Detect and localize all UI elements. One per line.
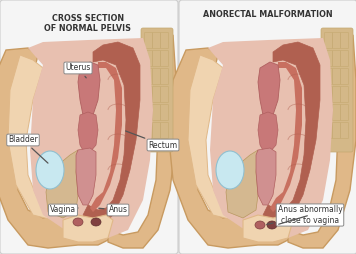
Ellipse shape: [267, 221, 277, 229]
Text: Rectum: Rectum: [126, 131, 178, 150]
Ellipse shape: [36, 151, 64, 189]
FancyBboxPatch shape: [145, 51, 152, 67]
Text: ANORECTAL MALFORMATION: ANORECTAL MALFORMATION: [203, 10, 333, 19]
FancyBboxPatch shape: [145, 69, 152, 85]
FancyBboxPatch shape: [325, 87, 333, 103]
Polygon shape: [63, 215, 113, 242]
FancyBboxPatch shape: [333, 122, 340, 138]
Polygon shape: [263, 42, 320, 228]
FancyBboxPatch shape: [325, 122, 333, 138]
FancyBboxPatch shape: [333, 69, 340, 85]
Polygon shape: [168, 48, 288, 248]
FancyBboxPatch shape: [340, 87, 349, 103]
Polygon shape: [258, 62, 280, 120]
Polygon shape: [46, 150, 78, 218]
FancyBboxPatch shape: [325, 51, 333, 67]
FancyBboxPatch shape: [145, 33, 152, 49]
Text: Vagina: Vagina: [50, 205, 78, 214]
FancyBboxPatch shape: [161, 87, 168, 103]
FancyBboxPatch shape: [152, 51, 161, 67]
FancyBboxPatch shape: [325, 69, 333, 85]
Polygon shape: [90, 62, 122, 212]
Polygon shape: [8, 55, 98, 220]
Polygon shape: [28, 38, 153, 238]
FancyBboxPatch shape: [333, 87, 340, 103]
FancyBboxPatch shape: [340, 122, 349, 138]
FancyBboxPatch shape: [325, 104, 333, 120]
FancyBboxPatch shape: [325, 33, 333, 49]
Polygon shape: [188, 55, 278, 220]
FancyBboxPatch shape: [152, 69, 161, 85]
Polygon shape: [258, 112, 278, 152]
Text: Anus: Anus: [99, 205, 127, 214]
Polygon shape: [78, 62, 100, 120]
Ellipse shape: [216, 151, 244, 189]
Polygon shape: [256, 148, 276, 205]
FancyBboxPatch shape: [152, 104, 161, 120]
Text: Bladder: Bladder: [8, 135, 48, 163]
FancyBboxPatch shape: [161, 69, 168, 85]
Text: CROSS SECTION
OF NORMAL PELVIS: CROSS SECTION OF NORMAL PELVIS: [44, 14, 131, 33]
FancyBboxPatch shape: [161, 104, 168, 120]
Polygon shape: [0, 48, 108, 248]
Ellipse shape: [73, 218, 83, 226]
Polygon shape: [78, 112, 98, 152]
Polygon shape: [270, 62, 302, 212]
Polygon shape: [288, 35, 356, 248]
Ellipse shape: [91, 218, 101, 226]
FancyBboxPatch shape: [141, 28, 173, 152]
Polygon shape: [243, 215, 293, 242]
FancyBboxPatch shape: [179, 0, 356, 254]
FancyBboxPatch shape: [145, 104, 152, 120]
FancyBboxPatch shape: [161, 122, 168, 138]
Polygon shape: [208, 38, 333, 238]
Text: Anus abnormally
close to vagina: Anus abnormally close to vagina: [267, 205, 342, 225]
FancyBboxPatch shape: [152, 122, 161, 138]
Polygon shape: [76, 148, 96, 205]
Ellipse shape: [255, 221, 265, 229]
FancyBboxPatch shape: [0, 0, 178, 254]
Polygon shape: [226, 150, 258, 218]
FancyBboxPatch shape: [145, 122, 152, 138]
FancyBboxPatch shape: [340, 51, 349, 67]
FancyBboxPatch shape: [161, 33, 168, 49]
FancyBboxPatch shape: [333, 33, 340, 49]
FancyBboxPatch shape: [340, 33, 349, 49]
FancyBboxPatch shape: [333, 51, 340, 67]
FancyBboxPatch shape: [333, 104, 340, 120]
Polygon shape: [108, 35, 176, 248]
FancyBboxPatch shape: [340, 104, 349, 120]
FancyBboxPatch shape: [145, 87, 152, 103]
FancyBboxPatch shape: [161, 51, 168, 67]
FancyBboxPatch shape: [152, 33, 161, 49]
FancyBboxPatch shape: [152, 87, 161, 103]
FancyBboxPatch shape: [340, 69, 349, 85]
FancyBboxPatch shape: [321, 28, 353, 152]
Polygon shape: [83, 42, 140, 228]
Text: Uterus: Uterus: [65, 64, 91, 78]
